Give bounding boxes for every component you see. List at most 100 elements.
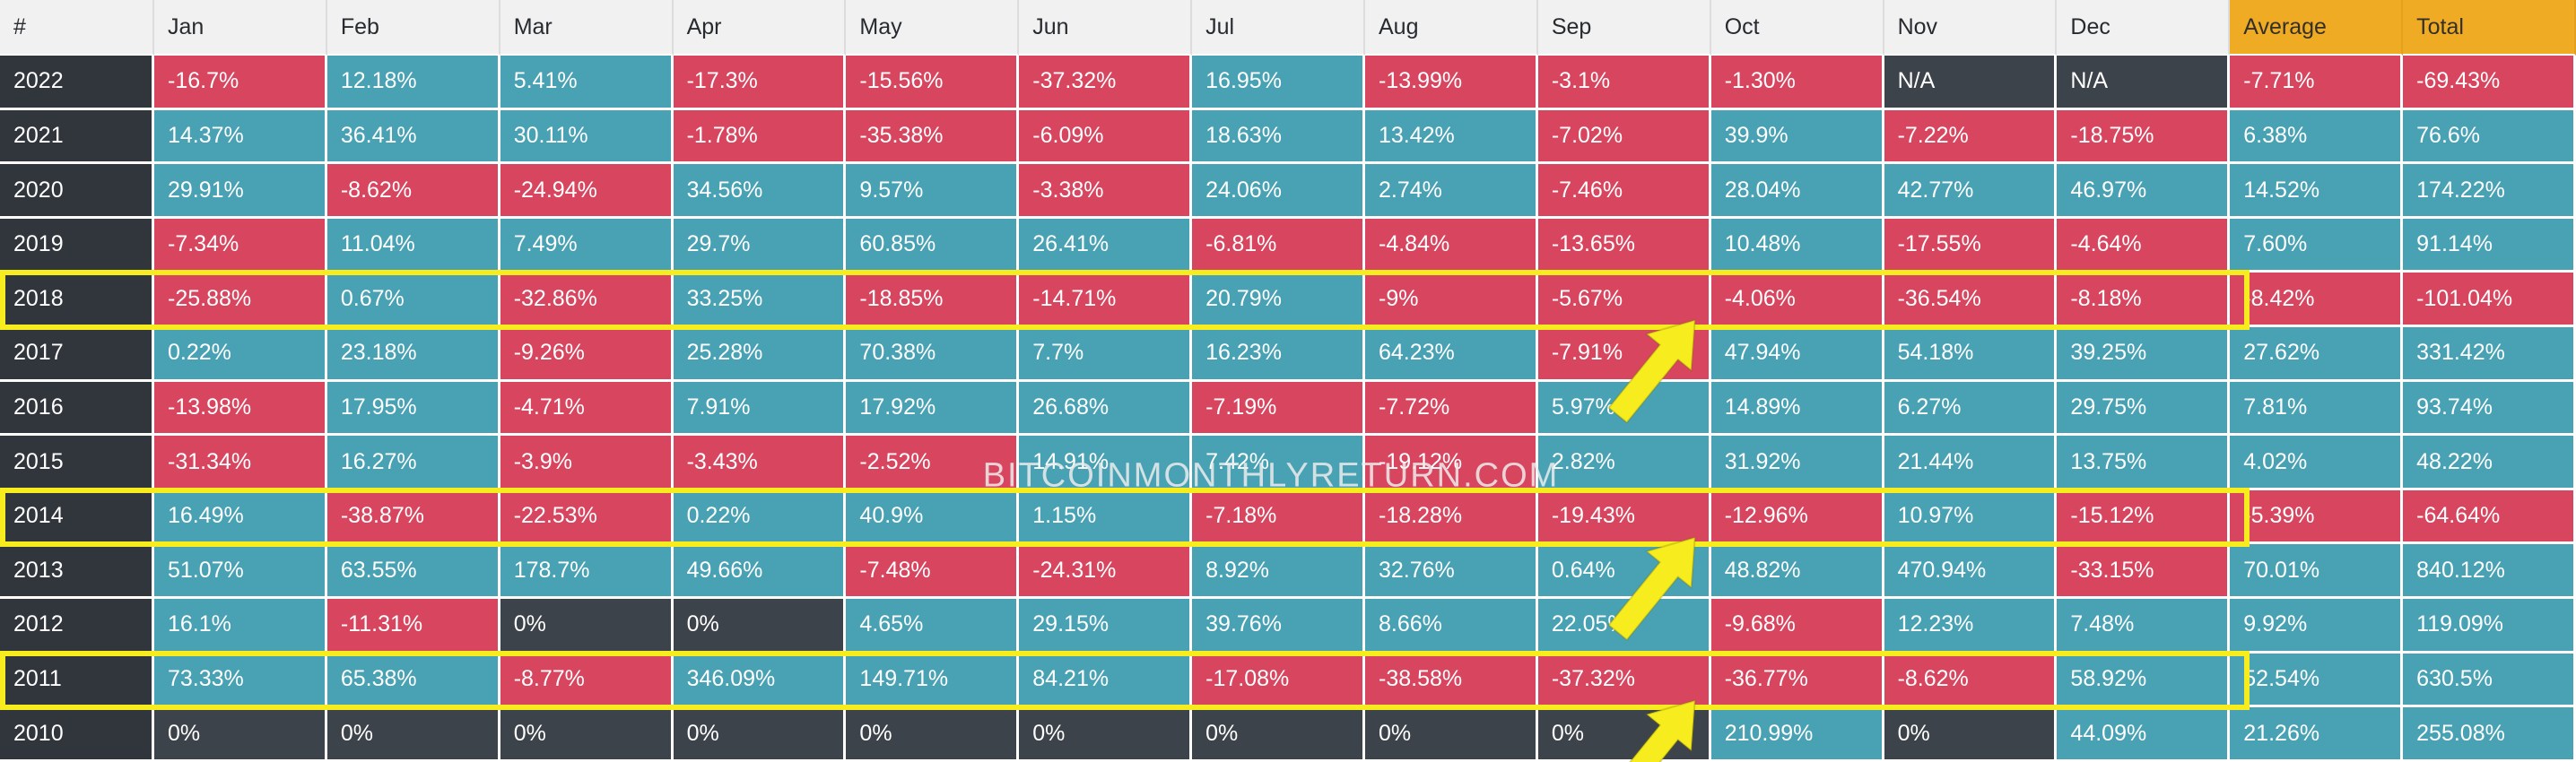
value-cell-2020-oct: 28.04% xyxy=(1710,164,1884,219)
value-cell-2019-average: 7.60% xyxy=(2230,218,2404,273)
value-cell-2022-average: -7.71% xyxy=(2230,56,2404,110)
value-cell-2020-jul: 24.06% xyxy=(1192,164,1365,219)
value-cell-2018-jul: 20.79% xyxy=(1192,273,1365,328)
column-header-jan: Jan xyxy=(154,0,327,56)
value-cell-2020-average: 14.52% xyxy=(2230,164,2404,219)
value-cell-2019-jan: -7.34% xyxy=(154,218,327,273)
value-cell-2015-jan: -31.34% xyxy=(154,436,327,490)
value-cell-2022-apr: -17.3% xyxy=(673,56,847,110)
value-cell-2013-aug: 32.76% xyxy=(1365,544,1538,600)
value-cell-2017-total: 331.42% xyxy=(2403,327,2576,382)
value-cell-2019-jun: 26.41% xyxy=(1019,218,1193,273)
year-cell: 2010 xyxy=(0,707,154,762)
value-cell-2019-total: 91.14% xyxy=(2403,218,2576,273)
year-cell: 2015 xyxy=(0,436,154,490)
year-cell: 2017 xyxy=(0,327,154,382)
column-header-jun: Jun xyxy=(1019,0,1193,56)
value-cell-2021-total: 76.6% xyxy=(2403,109,2576,165)
value-cell-2016-jun: 26.68% xyxy=(1019,381,1193,437)
value-cell-2015-oct: 31.92% xyxy=(1710,436,1884,490)
year-cell: 2012 xyxy=(0,599,154,654)
value-cell-2017-nov: 54.18% xyxy=(1884,327,2058,382)
value-cell-2016-nov: 6.27% xyxy=(1884,381,2058,437)
value-cell-2011-may: 149.71% xyxy=(846,653,1020,708)
value-cell-2011-total: 630.5% xyxy=(2403,653,2576,708)
value-cell-2012-jun: 29.15% xyxy=(1019,599,1193,654)
year-cell: 2011 xyxy=(0,653,154,708)
value-cell-2014-dec: -15.12% xyxy=(2057,489,2231,545)
value-cell-2013-dec: -33.15% xyxy=(2057,544,2231,600)
value-cell-2011-oct: -36.77% xyxy=(1710,653,1884,708)
value-cell-2018-total: -101.04% xyxy=(2403,273,2576,328)
value-cell-2017-dec: 39.25% xyxy=(2057,327,2231,382)
value-cell-2016-feb: 17.95% xyxy=(326,381,500,437)
value-cell-2012-jan: 16.1% xyxy=(154,599,327,654)
value-cell-2014-jan: 16.49% xyxy=(154,489,327,545)
value-cell-2013-jun: -24.31% xyxy=(1019,544,1193,600)
value-cell-2022-mar: 5.41% xyxy=(500,56,674,110)
table-row-2017: 2017 0.22% 23.18% -9.26% 25.28% 70.38% 7.7% 16.… xyxy=(0,327,2576,382)
value-cell-2019-dec: -4.64% xyxy=(2057,218,2231,273)
value-cell-2011-average: 52.54% xyxy=(2230,653,2404,708)
value-cell-2015-average: 4.02% xyxy=(2230,436,2404,490)
value-cell-2015-dec: 13.75% xyxy=(2057,436,2231,490)
value-cell-2018-dec: -8.18% xyxy=(2057,273,2231,328)
value-cell-2010-jul: 0% xyxy=(1192,707,1365,762)
year-cell: 2020 xyxy=(0,164,154,219)
column-header-total: Total xyxy=(2403,0,2576,56)
value-cell-2022-total: -69.43% xyxy=(2403,56,2576,110)
value-cell-2017-sep: -7.91% xyxy=(1537,327,1711,382)
value-cell-2015-apr: -3.43% xyxy=(673,436,847,490)
value-cell-2022-jan: -16.7% xyxy=(154,56,327,110)
value-cell-2016-aug: -7.72% xyxy=(1365,381,1538,437)
value-cell-2019-nov: -17.55% xyxy=(1884,218,2058,273)
value-cell-2021-nov: -7.22% xyxy=(1884,109,2058,165)
value-cell-2012-average: 9.92% xyxy=(2230,599,2404,654)
value-cell-2019-aug: -4.84% xyxy=(1365,218,1538,273)
value-cell-2010-nov: 0% xyxy=(1884,707,2058,762)
value-cell-2016-apr: 7.91% xyxy=(673,381,847,437)
value-cell-2015-aug: -19.12% xyxy=(1365,436,1538,490)
value-cell-2021-mar: 30.11% xyxy=(500,109,674,165)
column-header-feb: Feb xyxy=(326,0,500,56)
value-cell-2018-oct: -4.06% xyxy=(1710,273,1884,328)
value-cell-2016-total: 93.74% xyxy=(2403,381,2576,437)
table-row-2016: 2016 -13.98% 17.95% -4.71% 7.91% 17.92% 26.68%… xyxy=(0,381,2576,437)
value-cell-2010-may: 0% xyxy=(846,707,1020,762)
year-cell: 2016 xyxy=(0,381,154,437)
value-cell-2022-oct: -1.30% xyxy=(1710,56,1884,110)
value-cell-2017-oct: 47.94% xyxy=(1710,327,1884,382)
value-cell-2015-may: -2.52% xyxy=(846,436,1020,490)
table-row-2022: 2022 -16.7% 12.18% 5.41% -17.3% -15.56% -37.32… xyxy=(0,56,2576,110)
year-cell: 2019 xyxy=(0,218,154,273)
table-row-2010: 2010 0% 0% 0% 0% 0% 0% 0% 0% 0% 210.99% 0% 44.09% 21.… xyxy=(0,707,2576,762)
value-cell-2010-aug: 0% xyxy=(1365,707,1538,762)
value-cell-2021-dec: -18.75% xyxy=(2057,109,2231,165)
value-cell-2018-feb: 0.67% xyxy=(326,273,500,328)
value-cell-2013-feb: 63.55% xyxy=(326,544,500,600)
value-cell-2019-sep: -13.65% xyxy=(1537,218,1711,273)
year-cell: 2014 xyxy=(0,489,154,545)
value-cell-2012-feb: -11.31% xyxy=(326,599,500,654)
value-cell-2022-sep: -3.1% xyxy=(1537,56,1711,110)
value-cell-2010-apr: 0% xyxy=(673,707,847,762)
value-cell-2011-jan: 73.33% xyxy=(154,653,327,708)
column-header-dec: Dec xyxy=(2057,0,2231,56)
value-cell-2021-apr: -1.78% xyxy=(673,109,847,165)
year-cell: 2013 xyxy=(0,544,154,600)
value-cell-2013-nov: 470.94% xyxy=(1884,544,2058,600)
value-cell-2016-sep: 5.97% xyxy=(1537,381,1711,437)
value-cell-2010-dec: 44.09% xyxy=(2057,707,2231,762)
value-cell-2020-nov: 42.77% xyxy=(1884,164,2058,219)
value-cell-2020-dec: 46.97% xyxy=(2057,164,2231,219)
value-cell-2015-mar: -3.9% xyxy=(500,436,674,490)
value-cell-2015-total: 48.22% xyxy=(2403,436,2576,490)
value-cell-2018-jan: -25.88% xyxy=(154,273,327,328)
column-header-apr: Apr xyxy=(673,0,847,56)
value-cell-2016-oct: 14.89% xyxy=(1710,381,1884,437)
value-cell-2012-apr: 0% xyxy=(673,599,847,654)
value-cell-2020-apr: 34.56% xyxy=(673,164,847,219)
value-cell-2022-nov: N/A xyxy=(1884,56,2058,110)
value-cell-2011-aug: -38.58% xyxy=(1365,653,1538,708)
